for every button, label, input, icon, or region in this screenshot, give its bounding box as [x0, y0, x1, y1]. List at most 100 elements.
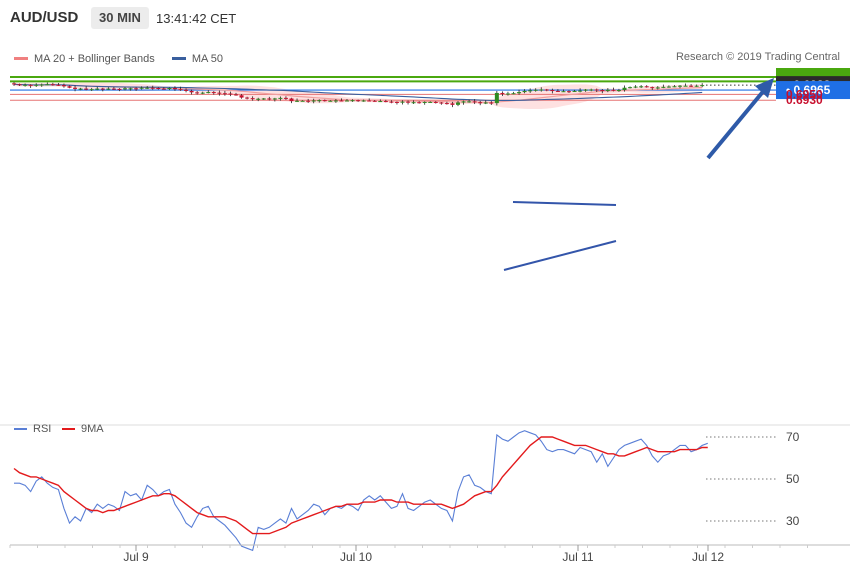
candle-body — [672, 86, 677, 88]
candle-body — [189, 90, 194, 93]
candle — [472, 99, 477, 105]
candle — [539, 87, 544, 92]
candle — [78, 87, 83, 91]
candle — [594, 88, 599, 92]
candle-body — [184, 89, 189, 91]
candle-body — [84, 88, 89, 90]
candlesticks[interactable] — [12, 81, 705, 108]
candle-body — [289, 98, 294, 102]
candle-body — [406, 101, 411, 103]
rsi-legend-swatch — [14, 428, 27, 430]
candle-body — [622, 87, 627, 91]
candle — [267, 96, 272, 101]
candle — [234, 92, 238, 96]
chart-legend: MA 20 + Bollinger Bands MA 50 — [14, 51, 237, 65]
candle — [361, 99, 366, 102]
candle-body — [605, 89, 610, 91]
candle — [661, 84, 666, 89]
candle-body — [600, 90, 605, 92]
candle-body — [544, 89, 549, 91]
candle-body — [472, 101, 477, 103]
candle-body — [200, 92, 205, 94]
candle — [156, 87, 161, 90]
candle-body — [23, 84, 28, 86]
candle-body — [256, 98, 261, 100]
candle — [461, 100, 466, 105]
legend-label-ma20: MA 20 + Bollinger Bands — [34, 52, 155, 65]
candle-body — [50, 84, 55, 86]
candle-body — [73, 87, 78, 89]
candle-body — [550, 90, 555, 92]
candle-body — [333, 100, 338, 102]
candle — [561, 89, 566, 93]
candle — [411, 100, 416, 104]
candle-body — [361, 100, 366, 102]
candle — [689, 84, 694, 87]
candle — [494, 90, 499, 106]
rsi-tick-label-1: 50 — [786, 472, 800, 486]
timeframe-badge[interactable]: 30 MIN — [91, 7, 149, 29]
candle-body — [522, 90, 527, 93]
candle — [394, 101, 399, 105]
candle-body — [616, 90, 621, 92]
candle — [406, 100, 411, 105]
candle-body — [483, 102, 488, 104]
candle — [56, 83, 61, 86]
ma9-legend-label: 9MA — [81, 423, 104, 435]
rsi-line — [14, 430, 708, 552]
candle-body — [217, 92, 222, 94]
candle-body — [12, 83, 16, 85]
candle — [84, 86, 89, 91]
candle-body — [239, 95, 244, 98]
candle-body — [28, 84, 33, 86]
candle — [544, 88, 549, 92]
rsi-tick-label-2: 70 — [786, 430, 800, 444]
candle-body — [683, 85, 688, 87]
candle-body — [17, 84, 22, 86]
candle-body — [245, 97, 250, 99]
candle-body — [123, 88, 127, 90]
candle — [444, 101, 449, 105]
candle — [73, 85, 78, 92]
candle-body — [172, 88, 177, 90]
candle — [500, 91, 505, 96]
candle — [650, 86, 655, 90]
clock-time: 13:41:42 CET — [156, 11, 237, 26]
candle — [694, 84, 699, 87]
candle-body — [283, 97, 288, 99]
candle-body — [367, 100, 372, 102]
candle-body — [372, 100, 377, 102]
candle-body — [539, 89, 544, 91]
triangle-lower-trendline — [503, 240, 617, 271]
candle — [639, 85, 644, 89]
candle-body — [650, 87, 655, 89]
rsi-legend-label: RSI — [33, 423, 51, 435]
candle-body — [594, 89, 599, 91]
candle — [195, 91, 200, 95]
candle-body — [111, 88, 116, 90]
candle — [317, 99, 322, 103]
candle — [106, 87, 111, 90]
candle — [417, 101, 422, 104]
candle-body — [694, 85, 699, 87]
candle-body — [78, 88, 83, 90]
candle — [278, 96, 283, 101]
candle-body — [161, 88, 166, 90]
candle-body — [528, 90, 533, 92]
candle-body — [611, 89, 616, 91]
credit-text: Research © 2019 Trading Central — [675, 51, 840, 63]
candle — [256, 97, 261, 102]
candle — [95, 86, 100, 91]
candle — [12, 81, 16, 86]
candle — [172, 86, 177, 91]
candle — [306, 98, 311, 103]
candle — [89, 87, 94, 92]
candle — [145, 86, 150, 89]
x-tick-label-0: Jul 9 — [123, 550, 149, 564]
candle — [117, 88, 122, 92]
candle-body — [578, 90, 583, 92]
candle — [289, 97, 294, 104]
candle — [222, 90, 227, 96]
candle-body — [195, 92, 200, 94]
candle — [489, 101, 494, 105]
